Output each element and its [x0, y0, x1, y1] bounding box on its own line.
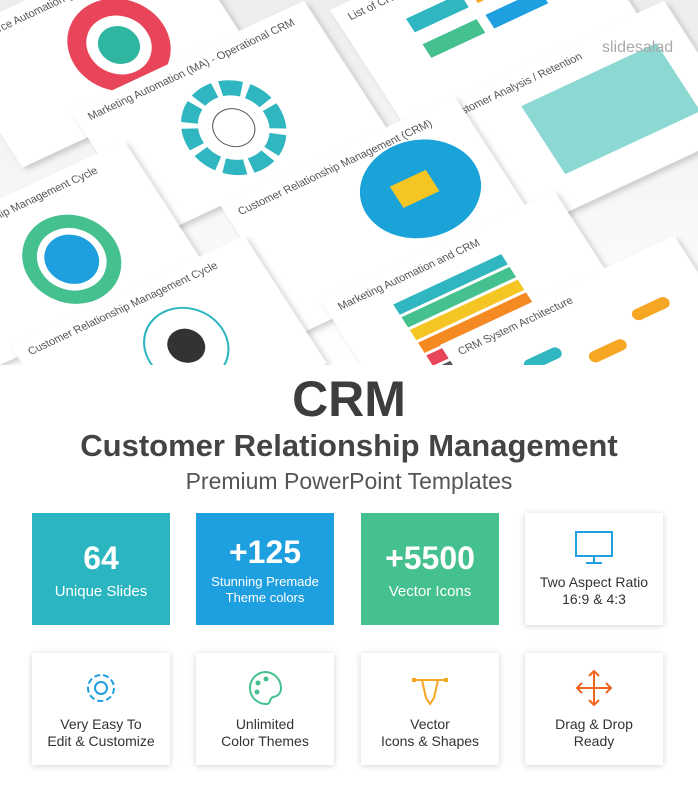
monitor-icon	[575, 531, 613, 564]
layer	[401, 266, 517, 328]
node	[588, 339, 627, 363]
ring	[143, 306, 230, 365]
feature-value: +5500	[385, 540, 475, 576]
table	[521, 43, 698, 175]
subtitle: Customer Relationship Management	[80, 428, 618, 463]
feature-label: Very Easy To	[60, 716, 142, 732]
item	[485, 0, 549, 29]
gear-icon	[87, 674, 115, 702]
feature-label: Edit & Customize	[47, 733, 155, 749]
tagline: Premium PowerPoint Templates	[185, 468, 513, 494]
feature-card: Drag & Drop Ready	[525, 653, 663, 765]
move-icon	[575, 669, 613, 707]
ring	[181, 80, 287, 176]
slide-bg	[0, 0, 257, 168]
slide-bg	[10, 235, 327, 365]
palette-icon	[249, 670, 283, 706]
feature-label: 16:9 & 4:3	[562, 591, 626, 607]
ring	[22, 214, 122, 304]
pen-icon	[412, 678, 448, 706]
feature-card: 64 Unique Slides	[32, 513, 170, 625]
slide: Sales Force Automation (SFA)	[0, 0, 257, 168]
item	[406, 0, 469, 33]
feature-label: Vector Icons	[388, 583, 472, 600]
feature-card: +125 Stunning Premade Theme colors	[196, 513, 334, 625]
hub	[44, 234, 100, 284]
illustration	[389, 169, 440, 208]
watermark: slidesalad	[602, 39, 673, 56]
feature-label: Stunning Premade	[211, 574, 319, 589]
feature-label: Vector	[410, 716, 450, 732]
layer	[409, 279, 525, 341]
title: CRM	[292, 371, 406, 427]
feature-label: Ready	[573, 733, 615, 749]
slide: Customer Relationship Management Cycle	[0, 140, 207, 365]
slide: List of CRM Features	[330, 0, 647, 138]
hub	[167, 328, 206, 363]
feature-label: Two Aspect Ratio	[539, 574, 649, 590]
feature-label: Theme colors	[225, 590, 305, 605]
hub	[97, 26, 141, 64]
layer	[393, 254, 508, 315]
node	[523, 347, 562, 365]
feature-label: Drag & Drop	[555, 716, 633, 732]
layer	[418, 292, 533, 354]
feature-value: 64	[83, 540, 119, 576]
feature-label: Unique Slides	[54, 583, 148, 600]
feature-card: Very Easy To Edit & Customize	[32, 653, 170, 765]
feature-card: Vector Icons & Shapes	[361, 653, 499, 765]
feature-label: Icons & Shapes	[380, 733, 480, 749]
slide-collage: Sales Force Automation (SFA) List of CRM…	[0, 0, 698, 365]
hub	[212, 108, 256, 148]
feature-label: Unlimited	[235, 716, 295, 732]
node	[631, 297, 670, 321]
feature-card: +5500 Vector Icons	[361, 513, 499, 625]
item	[422, 19, 486, 58]
feature-card: Unlimited Color Themes	[196, 653, 334, 765]
feature-label: Color Themes	[221, 733, 309, 749]
feature-value: +125	[228, 534, 302, 570]
feature-card: Two Aspect Ratio 16:9 & 4:3	[525, 513, 663, 625]
